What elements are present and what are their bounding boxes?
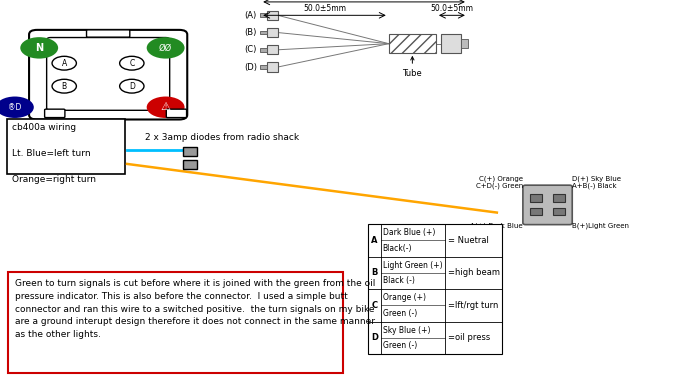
Text: Green (-): Green (-) — [383, 341, 417, 350]
Text: =high beam: =high beam — [448, 268, 500, 277]
Text: Black(-): Black(-) — [383, 244, 412, 253]
Bar — [267, 62, 278, 72]
Text: A(+) Dark Blue: A(+) Dark Blue — [470, 223, 523, 229]
Text: ®D: ®D — [8, 103, 22, 112]
FancyBboxPatch shape — [87, 30, 130, 37]
Bar — [8, 272, 343, 373]
Text: (A): (A) — [245, 11, 257, 20]
FancyBboxPatch shape — [523, 185, 572, 224]
Bar — [183, 160, 197, 169]
Text: C: C — [129, 59, 135, 68]
Bar — [260, 13, 267, 17]
FancyBboxPatch shape — [47, 38, 170, 110]
Text: Tube: Tube — [402, 57, 422, 78]
Bar — [530, 208, 543, 215]
Text: Sky Blue (+): Sky Blue (+) — [383, 326, 430, 335]
Text: C+D(-) Green: C+D(-) Green — [476, 183, 523, 189]
Text: N: N — [35, 43, 43, 53]
Text: Green (-): Green (-) — [383, 309, 417, 318]
Text: 2 x 3amp diodes from radio shack: 2 x 3amp diodes from radio shack — [145, 133, 299, 142]
FancyBboxPatch shape — [45, 109, 65, 118]
Bar — [260, 31, 267, 34]
Text: = Nuetral: = Nuetral — [448, 236, 488, 245]
Text: Dark Blue (+): Dark Blue (+) — [383, 228, 435, 237]
Bar — [530, 194, 543, 201]
Text: ⚠: ⚠ — [161, 102, 170, 112]
Circle shape — [120, 56, 144, 70]
Circle shape — [52, 79, 76, 93]
Text: 50.0±5mm: 50.0±5mm — [303, 5, 346, 13]
Bar — [553, 208, 566, 215]
Circle shape — [147, 97, 185, 118]
Text: D: D — [371, 334, 378, 342]
Text: C(+) Orange: C(+) Orange — [479, 176, 523, 182]
Text: B: B — [371, 268, 378, 277]
Bar — [368, 224, 502, 354]
Circle shape — [52, 56, 76, 70]
Text: Black (-): Black (-) — [383, 276, 414, 285]
Bar — [441, 34, 461, 53]
Bar — [267, 45, 278, 54]
Text: B: B — [62, 82, 67, 91]
Text: =lft/rgt turn: =lft/rgt turn — [448, 301, 498, 310]
Text: D: D — [129, 82, 135, 91]
Text: Orange (+): Orange (+) — [383, 293, 426, 302]
Text: A: A — [62, 59, 67, 68]
FancyBboxPatch shape — [29, 30, 187, 119]
Text: Green to turn signals is cut before where it is joined with the green from the o: Green to turn signals is cut before wher… — [15, 279, 375, 339]
Bar — [7, 119, 125, 174]
Text: ØØ: ØØ — [159, 43, 172, 52]
Circle shape — [147, 37, 185, 59]
Bar — [267, 11, 278, 20]
Text: A+B(-) Black: A+B(-) Black — [572, 183, 617, 189]
Circle shape — [0, 97, 34, 118]
Text: =oil press: =oil press — [448, 334, 489, 342]
Bar — [183, 147, 197, 156]
Text: B(+)Light Green: B(+)Light Green — [572, 223, 629, 229]
Text: A: A — [371, 236, 378, 245]
Bar — [553, 194, 566, 201]
Text: C: C — [371, 301, 378, 310]
Circle shape — [120, 79, 144, 93]
Bar — [267, 28, 278, 37]
Text: (B): (B) — [245, 28, 257, 37]
Text: cb400a wiring

Lt. Blue=left turn

Orange=right turn: cb400a wiring Lt. Blue=left turn Orange=… — [12, 123, 96, 184]
Text: (D): (D) — [244, 62, 257, 72]
Text: D(+) Sky Blue: D(+) Sky Blue — [572, 176, 621, 182]
FancyBboxPatch shape — [166, 109, 187, 118]
Circle shape — [20, 37, 58, 59]
Bar — [260, 48, 267, 52]
Text: 50.0±5mm: 50.0±5mm — [431, 5, 473, 13]
Bar — [461, 39, 468, 48]
Bar — [389, 34, 436, 53]
Text: (C): (C) — [245, 45, 257, 54]
Bar — [260, 65, 267, 69]
Text: Light Green (+): Light Green (+) — [383, 260, 442, 270]
